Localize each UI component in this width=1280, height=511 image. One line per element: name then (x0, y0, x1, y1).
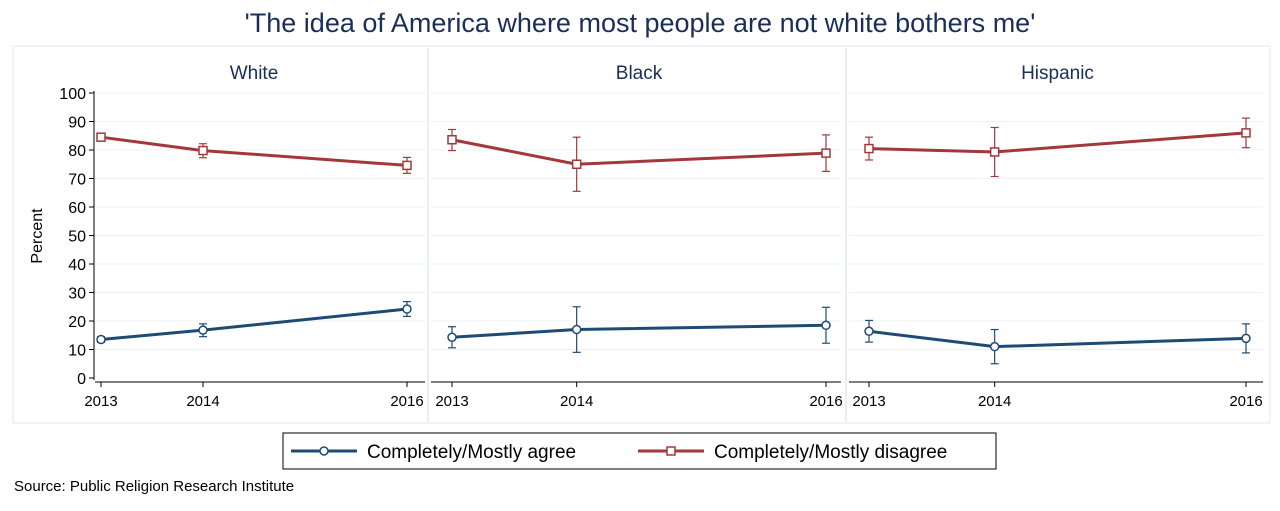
data-point (402, 160, 412, 171)
series-line (868, 131, 1247, 154)
series-disagree (96, 132, 412, 174)
legend-marker (666, 446, 676, 456)
data-point (447, 134, 457, 145)
legend-item-disagree: Completely/Mostly disagree (638, 442, 947, 463)
y-tick-label: 10 (68, 343, 86, 360)
legend-label: Completely/Mostly agree (367, 442, 576, 463)
x-tick-label: 2013 (852, 393, 885, 410)
data-point (96, 334, 106, 345)
data-point (96, 132, 106, 142)
panel-hispanic: Hispanic 2013 2014 2016 (845, 48, 1263, 422)
data-point (989, 147, 1000, 157)
panel-title: White (230, 63, 279, 84)
data-point (989, 341, 1000, 352)
data-point (198, 325, 208, 335)
y-tick-label: 0 (77, 371, 86, 388)
y-tick-label: 100 (59, 86, 86, 103)
x-tick-label: 2014 (186, 393, 219, 410)
panel-black: Black 2013 2014 2016 (427, 48, 843, 422)
panel-title: Black (616, 63, 663, 84)
legend: Completely/Mostly agree Completely/Mostly… (282, 432, 997, 470)
y-tick-label: 80 (68, 143, 86, 160)
data-point (447, 332, 457, 342)
data-point (571, 324, 582, 335)
chart-title: 'The idea of America where most people a… (244, 8, 1036, 38)
panel-title: Hispanic (1021, 63, 1094, 84)
x-tick-label: 2014 (978, 393, 1011, 410)
data-point (821, 148, 831, 158)
x-tick-label: 2016 (1229, 393, 1262, 410)
x-tick-label: 2016 (809, 393, 842, 410)
data-point (571, 159, 582, 169)
series-disagree (864, 117, 1251, 178)
x-tick-label: 2013 (435, 393, 468, 410)
series-disagree (447, 128, 831, 192)
series-line (100, 135, 408, 167)
legend-marker (319, 446, 329, 456)
series-agree (96, 301, 412, 345)
y-axis-label: Percent (29, 208, 46, 264)
panel-white: White 2013 2014 2016 (84, 63, 425, 410)
y-tick-label: 60 (68, 200, 86, 217)
x-tick-label: 2016 (390, 393, 423, 410)
series-line (451, 138, 827, 166)
x-tick-label: 2013 (84, 393, 117, 410)
data-point (1241, 333, 1251, 344)
legend-item-agree: Completely/Mostly agree (291, 442, 576, 463)
series-agree (447, 306, 831, 353)
data-point (864, 326, 874, 337)
series-agree (864, 319, 1251, 365)
y-tick-label: 90 (68, 115, 86, 132)
y-tick-label: 40 (68, 257, 86, 274)
data-point (864, 143, 874, 154)
y-tick-label: 70 (68, 172, 86, 189)
series-line (100, 307, 408, 342)
data-point (821, 320, 831, 331)
legend-label: Completely/Mostly disagree (714, 442, 947, 463)
x-tick-label: 2014 (560, 393, 593, 410)
plot-region-frame (12, 45, 1271, 424)
series-line (451, 323, 827, 339)
y-tick-label: 50 (68, 229, 86, 246)
y-axis: 0 10 20 30 40 50 60 70 80 90 100 Percent (29, 86, 95, 388)
data-point (1241, 128, 1251, 138)
y-tick-label: 30 (68, 286, 86, 303)
source-note: Source: Public Religion Research Institu… (14, 478, 295, 495)
data-point (402, 304, 412, 314)
data-point (198, 145, 208, 156)
y-tick-label: 20 (68, 314, 86, 331)
series-line (868, 329, 1247, 349)
